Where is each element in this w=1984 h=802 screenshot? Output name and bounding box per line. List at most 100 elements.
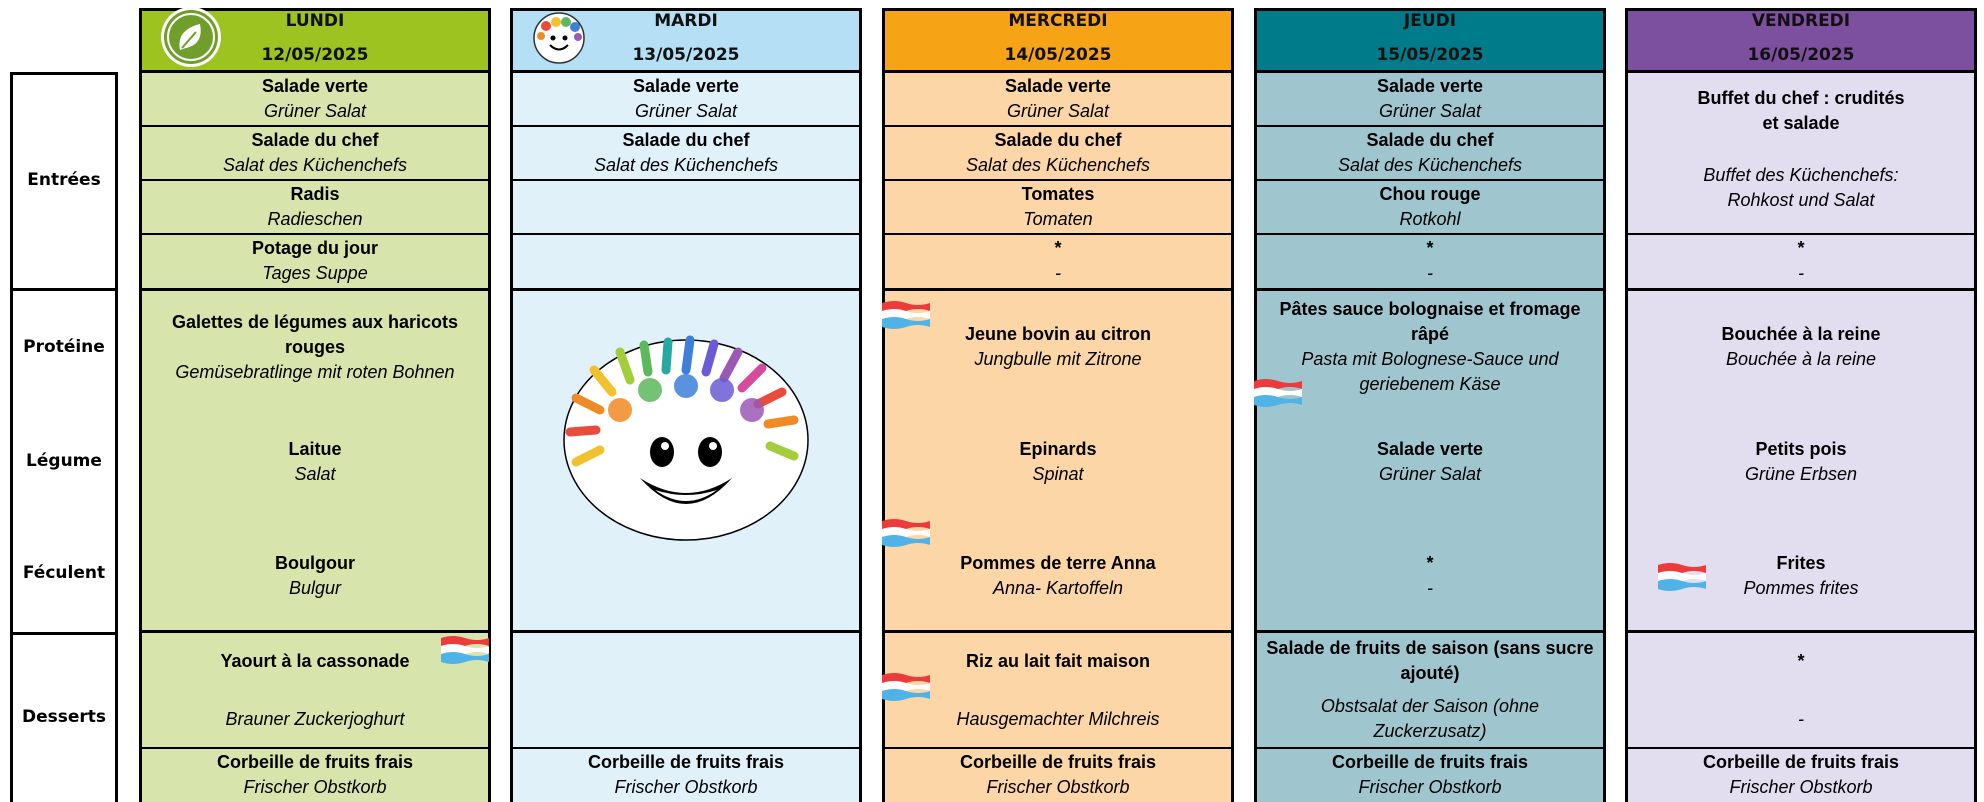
- day-header: MERCREDI 14/05/2025: [882, 8, 1234, 72]
- day-column: [1625, 8, 1977, 802]
- row-divider: [139, 288, 491, 291]
- dish-fr: Corbeille de fruits frais: [1254, 750, 1606, 775]
- dish-translation: Bouchée à la reine: [1725, 349, 1877, 369]
- dish-fr: Salade de fruits de saison (sans sucre a…: [1254, 632, 1606, 690]
- dish-de: Tomaten: [882, 207, 1234, 232]
- dish-de: Hausgemachter Milchreis: [882, 690, 1234, 748]
- day-name: LUNDI: [285, 11, 345, 31]
- day-border: [1254, 8, 1606, 802]
- dish-de: Frischer Obstkorb: [139, 775, 491, 800]
- dish-translation: Bulgur: [288, 578, 342, 598]
- dish-translation: Pommes frites: [1743, 578, 1859, 598]
- row-divider: [510, 179, 862, 181]
- dish-name: Salade du chef: [1366, 130, 1494, 150]
- dish-fr: Salade du chef: [1254, 128, 1606, 153]
- dish-name: Salade du chef: [622, 130, 750, 150]
- dish-fr: Corbeille de fruits frais: [139, 750, 491, 775]
- dish-name: *: [1426, 238, 1434, 258]
- day-header: VENDREDI 16/05/2025: [1625, 8, 1977, 72]
- dish-translation: Brauner Zuckerjoghurt: [225, 708, 405, 729]
- dish-translation: Buffet des Küchenchefs: Rohkost und Sala…: [1703, 165, 1899, 210]
- dish-name: Potage du jour: [252, 238, 378, 258]
- row-divider: [1625, 233, 1977, 235]
- dish-translation: Grüner Salat: [1378, 464, 1482, 484]
- row-divider: [1254, 630, 1606, 633]
- fruit-cell: Corbeille de fruits frais Frischer Obstko…: [1254, 748, 1606, 802]
- dish-translation: Frischer Obstkorb: [986, 777, 1130, 797]
- dish-translation: Grüner Salat: [634, 101, 738, 121]
- dish-translation: -: [1798, 263, 1804, 283]
- day-date: 15/05/2025: [1376, 45, 1484, 65]
- dish-name: Boulgour: [275, 553, 355, 573]
- dish-fr: Tomates: [882, 182, 1234, 207]
- day-column: [882, 8, 1234, 802]
- dish-translation: Salat des Küchenchefs: [965, 155, 1151, 175]
- dish-fr: Buffet du chef : crudités et salade: [1625, 72, 1977, 150]
- dish-de: Grüner Salat: [882, 99, 1234, 124]
- dish-cell: Galettes de légumes aux haricots rouges G…: [139, 277, 491, 417]
- fruit-cell: Corbeille de fruits frais Frischer Obstko…: [139, 748, 491, 802]
- dish-translation: Radieschen: [267, 209, 363, 229]
- entree-cell: Salade du chef Salat des Küchenchefs: [139, 126, 491, 180]
- day-name: JEUDI: [1403, 11, 1457, 31]
- row-label: Féculent: [22, 563, 106, 583]
- day-border: [510, 8, 862, 802]
- row-divider: [510, 630, 862, 633]
- entree-cell: Salade du chef Salat des Küchenchefs: [1254, 126, 1606, 180]
- dish-translation: Anna- Kartoffeln: [992, 578, 1124, 598]
- dish-name: Riz au lait fait maison: [965, 650, 1151, 671]
- day-name: MERCREDI: [1008, 11, 1108, 31]
- day-name: MARDI: [654, 11, 718, 31]
- dish-de: -: [882, 261, 1234, 286]
- dish-name: Galettes de légumes aux haricots rouges: [171, 311, 459, 357]
- dish-cell: Pâtes sauce bolognaise et fromage râpé Pa…: [1254, 277, 1606, 417]
- row-divider: [1254, 233, 1606, 235]
- dish-de: Salat des Küchenchefs: [882, 153, 1234, 178]
- dish-fr: *: [1625, 236, 1977, 261]
- dish-fr: *: [882, 236, 1234, 261]
- dish-name: *: [1426, 553, 1434, 573]
- dish-de: Frischer Obstkorb: [882, 775, 1234, 800]
- dish-fr: Chou rouge: [1254, 182, 1606, 207]
- dish-cell: Salade verte Grüner Salat: [1254, 392, 1606, 532]
- fruit-cell: Corbeille de fruits frais Frischer Obstko…: [1625, 748, 1977, 802]
- dish-de: Obstsalat der Saison (ohne Zuckerzusatz): [1254, 690, 1606, 748]
- row-divider: [882, 747, 1234, 749]
- row-divider: [1254, 288, 1606, 291]
- entree-cell: Radis Radieschen: [139, 180, 491, 234]
- row-divider: [510, 288, 862, 291]
- dish-name: Salade de fruits de saison (sans sucre a…: [1266, 638, 1594, 683]
- row-divider: [510, 125, 862, 127]
- row-divider: [139, 630, 491, 633]
- dish-de: Frischer Obstkorb: [1625, 775, 1977, 800]
- dish-name: Salade verte: [1376, 76, 1484, 96]
- dish-translation: Tomaten: [1023, 209, 1093, 229]
- entree-cell: * -: [1625, 234, 1977, 288]
- day-column: [139, 8, 491, 802]
- dish-fr: Salade du chef: [510, 128, 862, 153]
- entree-cell: Chou rouge Rotkohl: [1254, 180, 1606, 234]
- dish-name: Corbeille de fruits frais: [216, 752, 414, 772]
- dish-cell: Boulgour Bulgur: [139, 506, 491, 646]
- dish-translation: Obstsalat der Saison (ohne Zuckerzusatz): [1320, 696, 1540, 741]
- row-divider: [882, 630, 1234, 633]
- entree-cell: Salade verte Grüner Salat: [139, 72, 491, 126]
- fruit-cell: Corbeille de fruits frais Frischer Obstko…: [510, 748, 862, 802]
- dish-name: Bouchée à la reine: [1721, 324, 1881, 344]
- row-divider: [882, 125, 1234, 127]
- row-divider: [139, 70, 491, 73]
- dish-fr: Radis: [139, 182, 491, 207]
- dessert-cell: * -: [1625, 632, 1977, 748]
- day-border: [1625, 8, 1977, 802]
- dish-fr: Salade verte: [1254, 74, 1606, 99]
- row-divider: [1254, 70, 1606, 73]
- dish-name: Petits pois: [1755, 439, 1847, 459]
- dish-fr: Salade du chef: [139, 128, 491, 153]
- dish-name: Salade verte: [632, 76, 740, 96]
- dish-fr: Corbeille de fruits frais: [882, 750, 1234, 775]
- row-divider: [882, 179, 1234, 181]
- dish-translation: -: [1055, 263, 1061, 283]
- dish-cell: Bouchée à la reine Bouchée à la reine: [1625, 277, 1977, 417]
- row-divider: [1625, 288, 1977, 291]
- day-date: 12/05/2025: [261, 45, 369, 65]
